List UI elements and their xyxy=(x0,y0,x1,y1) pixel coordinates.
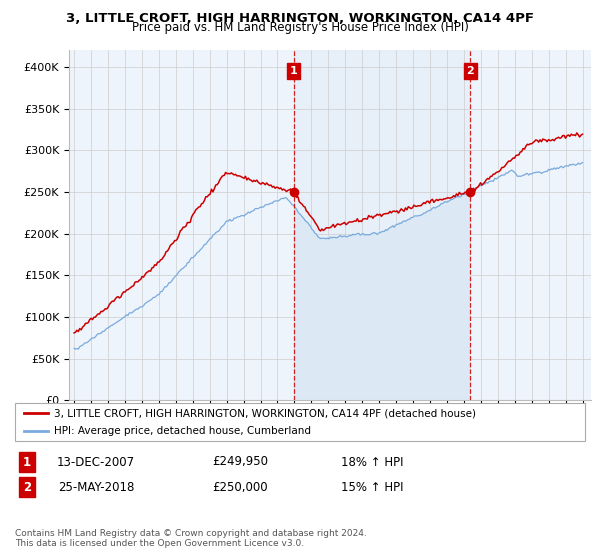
Text: 1: 1 xyxy=(290,66,298,76)
Text: 13-DEC-2007: 13-DEC-2007 xyxy=(57,455,135,469)
Text: HPI: Average price, detached house, Cumberland: HPI: Average price, detached house, Cumb… xyxy=(54,426,311,436)
Text: £249,950: £249,950 xyxy=(212,455,268,469)
Text: This data is licensed under the Open Government Licence v3.0.: This data is licensed under the Open Gov… xyxy=(15,539,304,548)
Text: 2: 2 xyxy=(23,480,31,494)
Text: 1: 1 xyxy=(23,455,31,469)
Text: Price paid vs. HM Land Registry's House Price Index (HPI): Price paid vs. HM Land Registry's House … xyxy=(131,21,469,34)
Text: 15% ↑ HPI: 15% ↑ HPI xyxy=(341,480,403,494)
Bar xyxy=(294,50,470,400)
Text: Contains HM Land Registry data © Crown copyright and database right 2024.: Contains HM Land Registry data © Crown c… xyxy=(15,529,367,538)
Text: 3, LITTLE CROFT, HIGH HARRINGTON, WORKINGTON, CA14 4PF (detached house): 3, LITTLE CROFT, HIGH HARRINGTON, WORKIN… xyxy=(54,408,476,418)
Text: 25-MAY-2018: 25-MAY-2018 xyxy=(58,480,134,494)
Text: 2: 2 xyxy=(466,66,474,76)
Text: £250,000: £250,000 xyxy=(212,480,268,494)
Text: 18% ↑ HPI: 18% ↑ HPI xyxy=(341,455,403,469)
Text: 3, LITTLE CROFT, HIGH HARRINGTON, WORKINGTON, CA14 4PF: 3, LITTLE CROFT, HIGH HARRINGTON, WORKIN… xyxy=(66,12,534,25)
